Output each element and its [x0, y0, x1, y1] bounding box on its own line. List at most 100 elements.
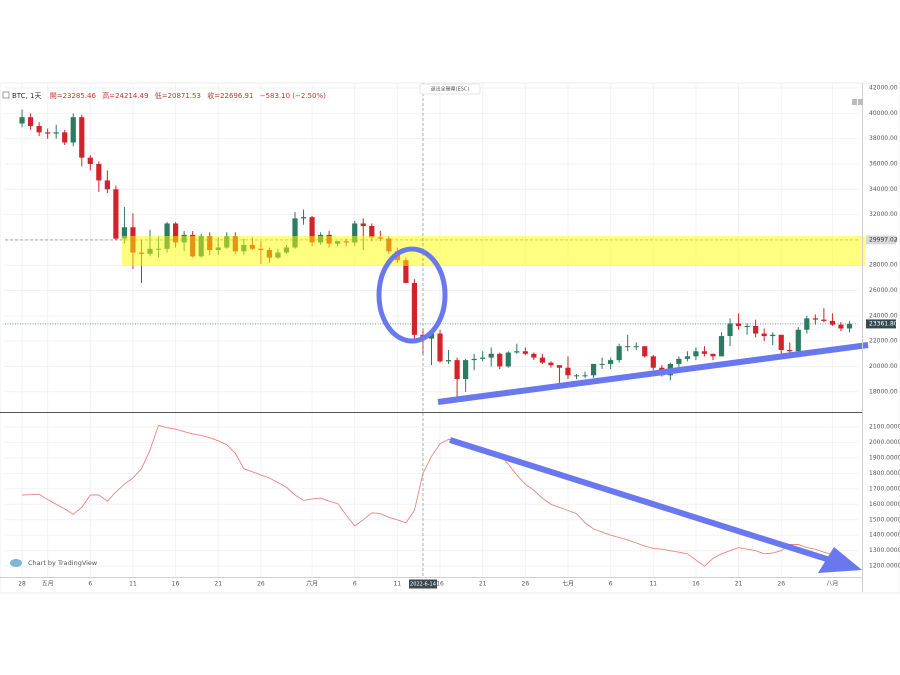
candle-body [590, 363, 597, 376]
candle-body [582, 375, 588, 377]
x-tick-label: 6 [353, 581, 357, 588]
candle-body [565, 367, 571, 376]
candle-body [403, 260, 409, 283]
candle-body [753, 325, 759, 334]
candle-body [804, 318, 810, 330]
candle-body [300, 217, 307, 219]
y-tick-label: 24000.00 [869, 312, 898, 319]
candle-body [531, 353, 537, 358]
candle-body [454, 360, 460, 380]
x-tick-label: 21 [735, 581, 743, 588]
candle-body [36, 126, 42, 133]
x-tick-label: 11 [394, 581, 402, 588]
pane-button[interactable] [858, 99, 863, 105]
trend-line [437, 342, 869, 405]
y-tick-label: 18000.00 [869, 388, 898, 395]
x-tick-label: 16 [692, 581, 700, 588]
candle-body [821, 319, 827, 321]
candle-body [505, 352, 511, 367]
candle-body [735, 323, 742, 326]
x-tick-label: 28 [18, 581, 26, 588]
y-tick-label: 32000.00 [869, 211, 898, 218]
x-tick-label: 21 [214, 581, 222, 588]
candle-body [87, 157, 93, 164]
x-tick-label: 16 [436, 581, 444, 588]
x-tick-label: 6 [609, 581, 613, 588]
y-tick-label: 36000.00 [869, 160, 898, 167]
candle-body [633, 346, 639, 348]
candle-body [642, 346, 648, 357]
x-tick-label: 21 [479, 581, 487, 588]
candle-body [352, 223, 358, 243]
candle-body [488, 353, 494, 358]
x-tick-label: 26 [257, 581, 265, 588]
x-tick-label: 26 [522, 581, 530, 588]
candle-body [761, 333, 767, 337]
y-tick-label: 40000.00 [869, 110, 898, 117]
candle-body [411, 282, 418, 335]
indicator-tick-label: 1200.0000 [869, 563, 900, 570]
candle-body [548, 362, 554, 366]
fullscreen-hint-box[interactable] [419, 83, 481, 95]
candle-body [497, 353, 503, 367]
y-tick-label: 28000.00 [869, 262, 898, 269]
indicator-tick-label: 1500.0000 [869, 516, 900, 523]
candle-body [710, 353, 716, 357]
pane-button[interactable] [852, 99, 857, 105]
candle-body [608, 360, 614, 364]
candle-body [846, 323, 853, 329]
highlight-zone [122, 236, 865, 266]
candle-body [70, 117, 76, 143]
candle-body [693, 351, 699, 357]
candle-body [795, 329, 801, 352]
watermark[interactable]: Chart by TradingView [28, 559, 98, 567]
candle-body [121, 227, 128, 239]
arrow-line [449, 437, 831, 563]
candle-body [445, 360, 452, 362]
indicator-line [22, 424, 850, 567]
ohlc-close: 收=22696.91 [207, 91, 253, 100]
candle-body [556, 365, 563, 368]
y-tick-label: 20000.00 [869, 363, 898, 370]
fullscreen-hint[interactable]: 退出全螢幕(ESC) [431, 86, 470, 93]
price-marker-box [866, 319, 896, 329]
x-tick-label: 11 [129, 581, 137, 588]
y-tick-label: 26000.00 [869, 287, 898, 294]
candle-body [369, 225, 375, 238]
candle-body [471, 358, 477, 361]
ohlc-change: −583.10 (−2.50%) [260, 92, 326, 100]
candle-body [27, 117, 34, 127]
candle-body [625, 346, 631, 348]
candle-body [104, 180, 110, 190]
chart-frame [0, 82, 900, 594]
candle-body [463, 360, 469, 380]
indicator-tick-label: 2000.0000 [869, 439, 900, 446]
candle-body [650, 356, 656, 368]
indicator-tick-label: 1400.0000 [869, 532, 900, 539]
candle-body [19, 117, 25, 124]
price-marker-label: 29997.02 [869, 236, 898, 243]
candle-body [173, 223, 179, 243]
indicator-tick-label: 1700.0000 [869, 485, 900, 492]
crosshair-label: 2022-6-14 [410, 582, 436, 588]
candle-body [744, 325, 750, 327]
candle-body [616, 346, 622, 361]
y-tick-label: 42000.00 [869, 85, 898, 92]
x-tick-label: 五月 [42, 581, 54, 588]
candle-body [53, 132, 59, 134]
candle-body [292, 218, 298, 248]
candle-body [79, 117, 85, 158]
candle-body [539, 357, 545, 363]
price-marker-box [866, 235, 896, 245]
candle-body [428, 333, 435, 339]
candle-body [727, 323, 733, 337]
crosshair-label-box [408, 579, 437, 589]
ohlc-open: 開=23285.46 [50, 92, 97, 100]
candle-body [62, 132, 68, 143]
ohlc-low: 低=20871.53 [155, 91, 201, 100]
arrow-head [818, 547, 862, 573]
price-marker-label: 23361.80 [869, 320, 898, 327]
x-tick-label: 26 [777, 581, 785, 588]
